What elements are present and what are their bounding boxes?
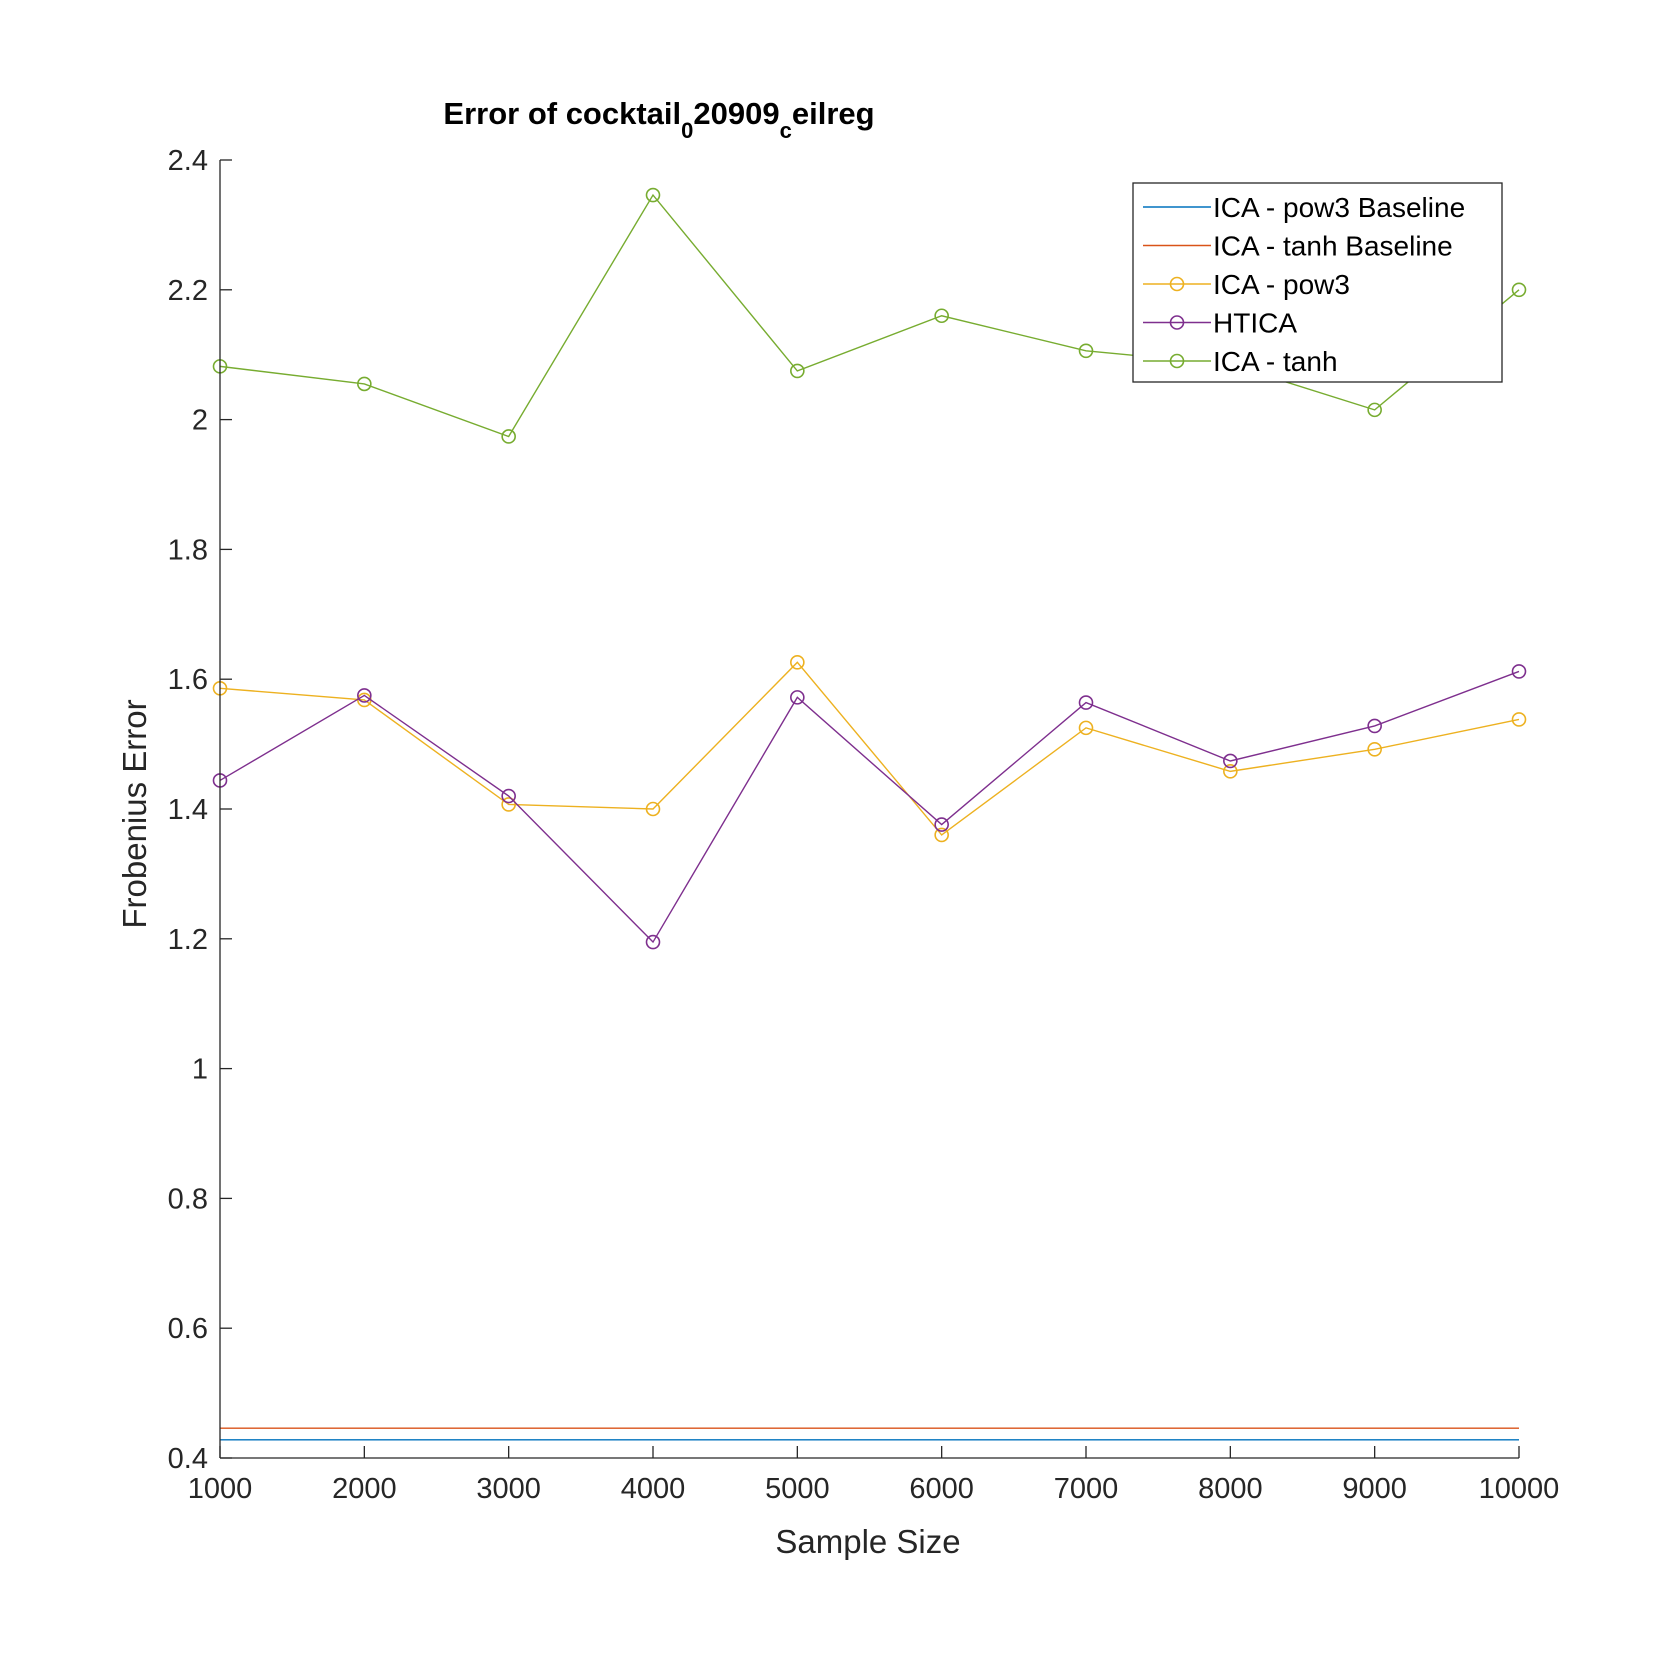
data-point	[1511, 664, 1527, 679]
y-tick-label: 0.4	[168, 1443, 208, 1475]
legend-label: ICA - pow3 Baseline	[1213, 192, 1465, 223]
legend-swatch-marker	[1169, 353, 1185, 369]
legend-item: ICA - tanh	[1143, 346, 1338, 377]
data-point	[790, 690, 805, 705]
series-3	[212, 655, 1527, 843]
legend: ICA - pow3 Baseline ICA - tanh Baseline IC…	[1132, 182, 1503, 383]
data-point	[1511, 282, 1527, 298]
x-tick-label: 4000	[621, 1473, 686, 1505]
legend-item: ICA - pow3	[1143, 269, 1350, 300]
legend-swatch-marker	[1169, 315, 1185, 330]
y-tick-label: 2.4	[168, 145, 208, 177]
data-point	[501, 429, 516, 444]
data-point	[501, 788, 516, 804]
y-tick-label: 0.8	[168, 1183, 208, 1215]
x-tick-label: 6000	[909, 1473, 974, 1505]
title-main: Error of cocktail	[443, 96, 681, 131]
x-tick-label: 1000	[188, 1473, 253, 1505]
x-tick-label: 5000	[765, 1473, 830, 1505]
x-tick-label: 7000	[1054, 1473, 1119, 1505]
title-end: eilreg	[792, 96, 875, 131]
data-point	[1511, 712, 1527, 727]
legend-box	[1132, 182, 1503, 383]
x-tick-label: 9000	[1342, 1473, 1407, 1505]
series-line	[219, 193, 1520, 438]
data-point	[1078, 720, 1094, 736]
x-axis-label: Sample Size	[775, 1523, 960, 1560]
data-point	[934, 308, 949, 324]
x-tick-label: 2000	[332, 1473, 397, 1505]
data-point	[1223, 753, 1238, 769]
data-point	[790, 363, 805, 379]
data-point	[790, 655, 805, 670]
data-point	[1367, 741, 1382, 757]
data-point	[645, 187, 661, 203]
y-tick-label: 1.6	[168, 664, 208, 696]
y-axis: 0.4 0.6 0.8 1 1.2 1.4 1.6 1.8 2 2.2 2.4	[168, 145, 232, 1475]
y-tick-label: 1	[192, 1054, 208, 1086]
series-line	[219, 661, 1520, 836]
plot-area	[212, 187, 1527, 1441]
y-tick-label: 0.6	[168, 1313, 208, 1345]
legend-label: HTICA	[1213, 308, 1297, 339]
y-tick-label: 2.2	[168, 275, 208, 307]
y-tick-label: 1.2	[168, 924, 208, 956]
y-tick-label: 1.8	[168, 534, 208, 566]
data-point	[934, 827, 949, 843]
x-tick-label: 8000	[1198, 1473, 1263, 1505]
x-tick-label: 10000	[1479, 1473, 1560, 1505]
legend-item: HTICA	[1143, 308, 1297, 339]
chart-title: Error of cocktail020909ceilreg	[443, 96, 874, 143]
legend-swatch-marker	[1169, 276, 1185, 292]
x-axis: 1000 2000 3000 4000 5000 6000 7000 8000 9000 1000…	[188, 1446, 1560, 1505]
data-point	[1078, 343, 1094, 359]
data-point	[357, 376, 372, 392]
data-point	[645, 801, 661, 817]
legend-label: ICA - tanh	[1213, 346, 1338, 377]
y-tick-label: 2	[192, 405, 208, 437]
legend-item: ICA - tanh Baseline	[1143, 231, 1453, 262]
y-axis-label: Frobenius Error	[116, 699, 153, 928]
data-point	[1078, 695, 1094, 710]
data-point	[1367, 718, 1382, 734]
legend-label: ICA - tanh Baseline	[1213, 231, 1453, 262]
title-subscript-1: 0	[681, 118, 693, 143]
data-point	[645, 934, 661, 950]
y-tick-label: 1.4	[168, 794, 208, 826]
series-line	[219, 670, 1520, 944]
title-subscript-2: c	[780, 118, 792, 143]
legend-item: ICA - pow3 Baseline	[1143, 192, 1465, 223]
data-point	[501, 797, 516, 812]
legend-label: ICA - pow3	[1213, 269, 1350, 300]
series-5	[212, 187, 1527, 444]
data-point	[1367, 402, 1382, 418]
title-middle: 20909	[693, 96, 779, 131]
data-point	[357, 688, 372, 703]
data-point	[1223, 764, 1238, 779]
data-point	[934, 817, 949, 832]
x-tick-label: 3000	[476, 1473, 541, 1505]
